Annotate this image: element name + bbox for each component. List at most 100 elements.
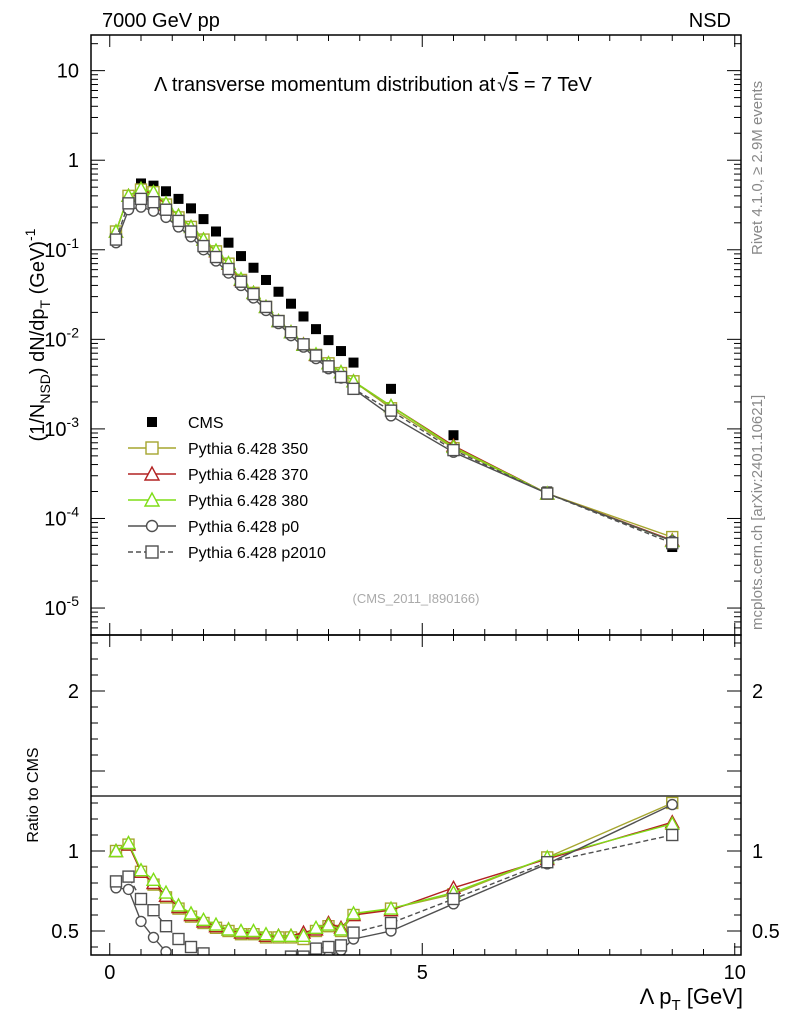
legend-marker-pythia-6-428-380: [143, 491, 161, 507]
main-title-sqrt: √: [497, 74, 508, 96]
ratio-point-pythia-6-428-380-5: [170, 897, 187, 912]
main-point-cms-20: [386, 383, 396, 394]
ratio-point-pythia-6-428-380-11: [245, 923, 262, 938]
ratio-point-pythia-6-428-380-13: [270, 927, 287, 942]
main-point-pythia-6-428-p2010-15: [297, 338, 310, 351]
ratio-point-pythia-6-428-p2010-22: [541, 856, 554, 869]
main-point-pythia-6-428-p2010-1: [122, 197, 135, 210]
ratio-y-axis-label: Ratio to CMS: [25, 747, 42, 842]
legend-marker-pythia-6-428-350: [145, 441, 159, 455]
main-y-axis-label: (1/NNSD) dN/dpT (GeV)-1: [22, 228, 53, 441]
main-point-pythia-6-428-p2010-22: [541, 487, 554, 500]
ratio-point-pythia-6-428-p2010-16: [309, 942, 323, 955]
ratio-point-pythia-6-428-380-20: [383, 900, 399, 915]
ratio-point-pythia-6-428-p2010-3: [147, 904, 160, 917]
main-y-tick-label: 1: [68, 150, 79, 172]
ratio-point-pythia-6-428-p2010-19: [347, 926, 360, 939]
ratio-point-pythia-6-428-p0-12: [261, 998, 271, 1008]
ratio-point-pythia-6-428-p2010-1: [122, 870, 135, 883]
main-point-pythia-6-428-p2010-10: [234, 275, 248, 288]
main-y-tick-label: 10-4: [44, 503, 79, 530]
x-axis-label: Λ pT [GeV]: [640, 984, 743, 1014]
main-line-pythia-6-428-p0: [115, 206, 673, 542]
ratio-point-pythia-6-428-p0-11: [249, 998, 259, 1008]
ratio-point-pythia-6-428-p0-4: [160, 946, 172, 955]
legend-label-pythia-6-428-p0: Pythia 6.428 p0: [188, 519, 299, 536]
ratio-point-pythia-6-428-380-19: [345, 905, 362, 920]
main-point-cms-5: [173, 193, 184, 204]
main-point-cms-21: [448, 430, 459, 441]
main-point-cms-13: [273, 286, 284, 297]
ratio-point-pythia-6-428-p2010-5: [172, 932, 185, 946]
ratio-point-pythia-6-428-380-6: [183, 905, 199, 920]
main-point-pythia-6-428-p2010-18: [334, 370, 348, 384]
ratio-point-pythia-6-428-p2010-6: [184, 940, 198, 954]
main-y-tick-label: 10: [57, 61, 79, 83]
main-point-cms-15: [298, 311, 309, 322]
ratio-point-pythia-6-428-380-2: [133, 862, 149, 877]
ratio-point-pythia-6-428-p0-5: [174, 958, 184, 968]
ratio-point-pythia-6-428-380-17: [320, 916, 337, 931]
main-point-pythia-6-428-p2010-16: [309, 349, 323, 362]
main-point-cms-7: [198, 214, 209, 225]
legend-marker-cms: [147, 417, 157, 427]
x-tick-label: 5: [417, 962, 428, 984]
ratio-point-pythia-6-428-p2010-15: [297, 950, 310, 955]
ratio-y-tick-label: 0.5: [51, 921, 79, 943]
main-y-tick-label: 10-2: [44, 324, 79, 351]
main-point-cms-8: [211, 226, 221, 237]
ratio-point-pythia-6-428-380-15: [295, 927, 312, 942]
ratio-point-pythia-6-428-p2010-18: [334, 939, 348, 952]
legend-marker-pythia-6-428-p0: [145, 519, 159, 533]
main-point-cms-12: [261, 274, 271, 285]
ratio-point-pythia-6-428-p0-9: [224, 998, 234, 1008]
main-y-tick-label: 10-3: [44, 414, 79, 441]
main-point-cms-4: [161, 186, 171, 197]
main-point-pythia-6-428-p2010-21: [447, 443, 460, 457]
header-right-label: NSD: [689, 10, 731, 32]
main-point-cms-9: [223, 237, 234, 248]
main-point-pythia-6-428-p2010-9: [222, 262, 235, 276]
ratio-point-pythia-6-428-380-12: [258, 926, 274, 941]
ratio-point-pythia-6-428-p0-1: [122, 883, 135, 896]
ratio-y-tick-label-right: 2: [752, 681, 763, 703]
ratio-point-pythia-6-428-380-0: [108, 843, 124, 858]
x-tick-label: 10: [724, 962, 746, 984]
main-point-pythia-6-428-p2010-17: [322, 360, 335, 373]
ratio-point-pythia-6-428-380-14: [283, 927, 299, 942]
ratio-point-pythia-6-428-380-1: [120, 835, 137, 850]
main-point-cms-19: [348, 357, 359, 368]
main-point-cms-10: [236, 251, 246, 262]
legend-label-pythia-6-428-370: Pythia 6.428 370: [188, 467, 308, 484]
ratio-point-pythia-6-428-380-3: [145, 871, 162, 886]
ratio-point-pythia-6-428-p0-2: [135, 915, 147, 928]
side-version-label: Rivet 4.1.0, ≥ 2.9M events: [749, 81, 766, 255]
ratio-point-pythia-6-428-p0-14: [286, 998, 296, 1008]
ratio-point-pythia-6-428-380-7: [195, 911, 212, 926]
ratio-point-pythia-6-428-380-18: [333, 921, 349, 936]
ratio-y-tick-label-right: 1: [752, 841, 763, 863]
main-title-energy: = 7 TeV: [518, 74, 592, 96]
ratio-point-pythia-6-428-p2010-23: [666, 828, 679, 842]
ratio-point-pythia-6-428-p2010-9: [223, 974, 234, 985]
ratio-point-pythia-6-428-p2010-10: [236, 990, 247, 1001]
legend-label-cms: CMS: [188, 415, 224, 432]
main-point-pythia-6-428-p2010-23: [666, 536, 679, 550]
main-point-cms-14: [286, 298, 296, 309]
ratio-point-pythia-6-428-380-4: [158, 884, 174, 899]
ratio-point-pythia-6-428-p2010-21: [447, 892, 460, 906]
main-point-cms-6: [186, 203, 196, 214]
ratio-point-pythia-6-428-p2010-8: [211, 961, 222, 972]
ratio-point-pythia-6-428-p2010-13: [273, 990, 284, 1001]
ratio-y-tick-label: 2: [68, 681, 79, 703]
ratio-point-pythia-6-428-380-9: [220, 921, 237, 936]
main-point-pythia-6-428-p2010-7: [197, 239, 210, 253]
main-title-text: Λ transverse momentum distribution at: [154, 74, 496, 96]
main-point-cms-17: [323, 335, 334, 346]
main-point-pythia-6-428-p2010-0: [109, 233, 123, 246]
ratio-y-tick-label: 1: [68, 841, 79, 863]
side-source-label: mcplots.cern.ch [arXiv:2401.10621]: [749, 395, 766, 630]
ratio-point-pythia-6-428-p0-13: [274, 998, 284, 1008]
main-point-pythia-6-428-p2010-13: [272, 314, 285, 328]
legend-marker-pythia-6-428-p2010: [145, 545, 159, 559]
